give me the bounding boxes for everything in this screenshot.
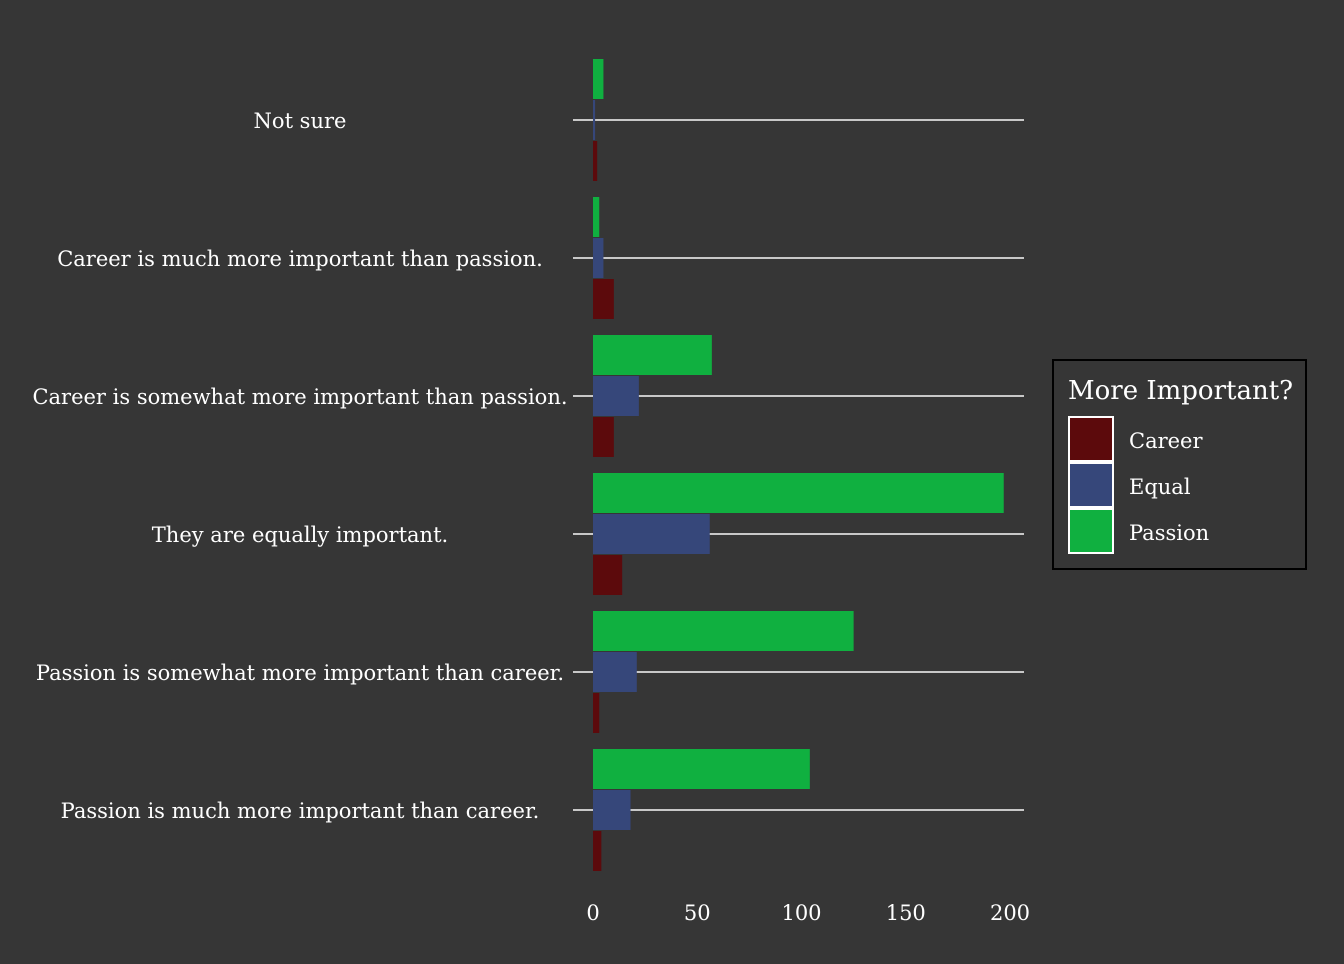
legend-label-career: Career xyxy=(1129,429,1203,453)
bar-career xyxy=(593,693,600,733)
legend-label-equal: Equal xyxy=(1129,475,1191,499)
bar-equal xyxy=(593,238,604,278)
legend-swatch-passion xyxy=(1068,508,1114,554)
legend: More Important? Career Equal Passion xyxy=(1052,359,1307,570)
category-label: Passion is somewhat more important than … xyxy=(36,661,564,685)
x-tick-label: 150 xyxy=(886,901,926,925)
bar-career xyxy=(593,417,614,457)
bar-passion xyxy=(593,197,600,237)
legend-swatch-equal xyxy=(1068,462,1114,508)
bar-career xyxy=(593,831,602,871)
bar-passion xyxy=(593,59,604,99)
bar-equal xyxy=(593,790,631,830)
bar-equal xyxy=(593,514,710,554)
bar-passion xyxy=(593,611,854,651)
bar-passion xyxy=(593,473,1004,513)
grid-lines xyxy=(573,119,1024,811)
x-tick-label: 50 xyxy=(684,901,711,925)
bar-career xyxy=(593,141,598,181)
bar-career xyxy=(593,279,614,319)
bars xyxy=(593,59,1004,871)
legend-title: More Important? xyxy=(1068,376,1293,406)
bar-equal xyxy=(593,100,596,140)
legend-box xyxy=(1052,359,1307,570)
category-label: Not sure xyxy=(254,109,347,133)
x-tick-label: 200 xyxy=(990,901,1030,925)
category-label: They are equally important. xyxy=(152,523,448,547)
legend-swatch-career xyxy=(1068,416,1114,462)
bar-equal xyxy=(593,652,637,692)
bar-passion xyxy=(593,335,712,375)
category-label: Passion is much more important than care… xyxy=(61,799,540,823)
bar-passion xyxy=(593,749,810,789)
bar-career xyxy=(593,555,623,595)
x-tick-label: 0 xyxy=(586,901,599,925)
category-label: Career is somewhat more important than p… xyxy=(32,385,567,409)
category-label: Career is much more important than passi… xyxy=(57,247,543,271)
x-tick-label: 100 xyxy=(781,901,821,925)
bar-equal xyxy=(593,376,639,416)
legend-label-passion: Passion xyxy=(1129,521,1209,545)
x-axis-ticks: 0 50 100 150 200 xyxy=(586,901,1030,925)
category-labels: Not sure Career is much more important th… xyxy=(32,109,567,823)
